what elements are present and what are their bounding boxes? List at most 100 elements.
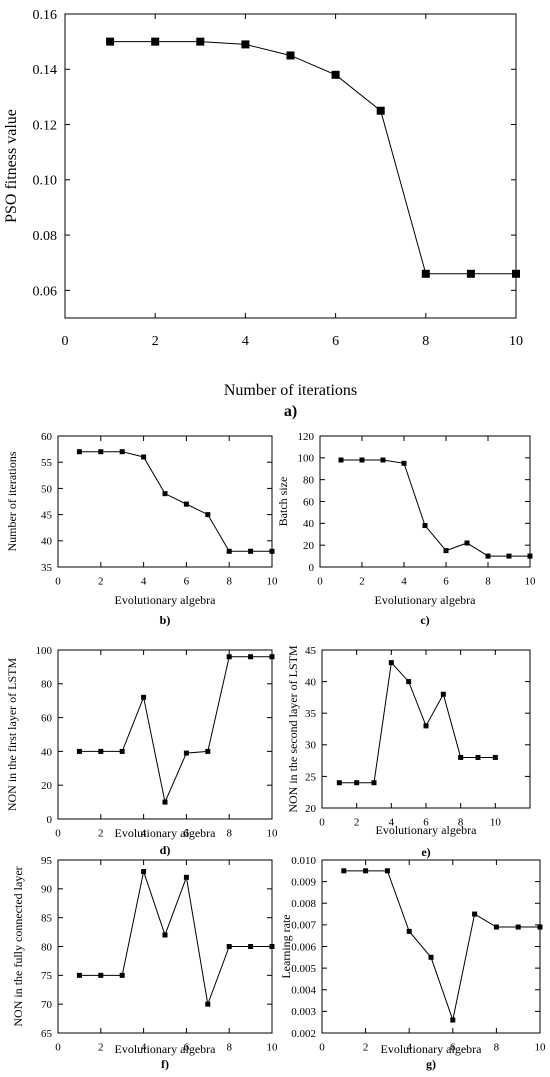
x-tick-label: 2 xyxy=(98,828,104,840)
x-tick-label: 4 xyxy=(242,334,249,349)
x-axis-label: Evolutionary algebra xyxy=(376,823,478,837)
x-tick-label: 2 xyxy=(98,576,104,588)
x-tick-label: 6 xyxy=(332,334,339,349)
x-tick-label: 10 xyxy=(490,817,502,829)
y-axis-label: NON in the fully connected layer xyxy=(11,866,25,1026)
data-point-marker xyxy=(384,868,390,874)
x-tick-label: 0 xyxy=(317,576,323,588)
panel-label: d) xyxy=(160,843,171,857)
x-axis-label: Evolutionary algebra xyxy=(115,1042,217,1056)
x-tick-label: 10 xyxy=(509,334,523,349)
x-tick-label: 0 xyxy=(319,1042,325,1054)
x-axis-label: Evolutionary algebra xyxy=(381,1042,483,1056)
data-point-marker xyxy=(354,780,360,786)
data-point-marker xyxy=(226,944,232,949)
y-tick-label: 0.010 xyxy=(291,855,316,867)
plot-frame xyxy=(57,435,273,568)
y-tick-label: 90 xyxy=(41,884,53,896)
x-tick-label: 10 xyxy=(267,576,279,588)
x-tick-label: 6 xyxy=(443,576,449,588)
series-line xyxy=(110,41,516,275)
y-tick-label: 25 xyxy=(305,771,317,783)
y-tick-label: 20 xyxy=(305,803,317,815)
plot-frame xyxy=(321,859,541,1034)
data-point-marker xyxy=(406,928,412,934)
y-tick-label: 0.006 xyxy=(291,941,316,953)
data-point-marker xyxy=(183,501,189,507)
data-point-marker xyxy=(248,654,254,660)
y-tick-label: 45 xyxy=(41,509,53,521)
data-point-marker xyxy=(493,924,499,930)
data-point-marker xyxy=(388,660,394,666)
data-point-marker xyxy=(443,548,449,554)
data-point-marker xyxy=(428,954,434,960)
y-tick-label: 0.16 xyxy=(33,8,58,23)
y-tick-label: 60 xyxy=(303,496,315,508)
data-point-marker xyxy=(106,37,115,46)
x-tick-label: 2 xyxy=(98,1042,104,1054)
data-point-marker xyxy=(537,924,543,930)
x-tick-label: 6 xyxy=(423,817,429,829)
x-axis-label: Evolutionary algebra xyxy=(115,593,217,607)
x-tick-label: 4 xyxy=(406,1042,412,1054)
data-point-marker xyxy=(269,654,275,660)
data-point-marker xyxy=(141,694,147,700)
y-tick-label: 95 xyxy=(41,855,53,867)
x-tick-label: 4 xyxy=(141,1042,147,1054)
data-point-marker xyxy=(421,269,430,278)
y-tick-label: 80 xyxy=(303,475,315,487)
panel-label: e) xyxy=(421,845,430,859)
data-point-marker xyxy=(485,553,491,559)
y-tick-label: 0.005 xyxy=(291,963,316,975)
x-tick-label: 6 xyxy=(184,576,190,588)
data-point-marker xyxy=(226,654,232,660)
y-tick-label: 0.004 xyxy=(291,985,316,997)
y-tick-label: 40 xyxy=(41,536,53,548)
data-point-marker xyxy=(512,269,520,278)
data-point-marker xyxy=(506,553,512,559)
data-point-marker xyxy=(331,70,340,79)
series-line xyxy=(341,459,530,557)
x-tick-label: 6 xyxy=(184,1042,190,1054)
x-tick-label: 10 xyxy=(267,1042,279,1054)
x-tick-label: 0 xyxy=(55,1042,61,1054)
data-point-marker xyxy=(423,723,429,729)
y-axis-label: Number of iterations xyxy=(5,451,19,551)
panel-label: a) xyxy=(284,403,297,420)
panel-label: b) xyxy=(160,613,171,627)
y-tick-label: 30 xyxy=(305,740,317,752)
data-point-marker xyxy=(196,37,205,46)
x-tick-label: 4 xyxy=(401,576,407,588)
series-line xyxy=(339,661,496,784)
data-point-marker xyxy=(466,269,475,278)
series-line xyxy=(343,870,540,1022)
y-tick-label: 0.14 xyxy=(33,63,58,78)
data-point-marker xyxy=(422,523,428,529)
plot-frame xyxy=(57,649,273,820)
data-point-marker xyxy=(76,748,82,754)
y-tick-label: 0.007 xyxy=(291,920,316,932)
y-tick-label: 0.008 xyxy=(291,898,316,910)
x-tick-label: 2 xyxy=(359,576,365,588)
data-point-marker xyxy=(472,911,478,917)
y-tick-label: 0.12 xyxy=(33,118,58,133)
data-point-marker xyxy=(371,780,377,786)
data-point-marker xyxy=(119,449,125,455)
y-tick-label: 0 xyxy=(309,562,315,574)
data-point-marker xyxy=(141,869,147,875)
x-tick-label: 8 xyxy=(226,576,232,588)
y-tick-label: 35 xyxy=(41,562,53,574)
x-tick-label: 4 xyxy=(389,817,395,829)
y-tick-label: 0.08 xyxy=(33,229,58,244)
data-point-marker xyxy=(98,972,104,978)
data-point-marker xyxy=(141,454,147,460)
y-tick-label: 20 xyxy=(41,780,53,792)
data-point-marker xyxy=(119,972,125,978)
data-point-marker xyxy=(475,754,481,760)
panel-label: g) xyxy=(426,1057,436,1071)
y-axis-label: PSO fitness value xyxy=(3,109,20,223)
data-point-marker xyxy=(151,37,160,46)
x-tick-label: 2 xyxy=(152,334,159,349)
y-tick-label: 70 xyxy=(41,999,53,1011)
